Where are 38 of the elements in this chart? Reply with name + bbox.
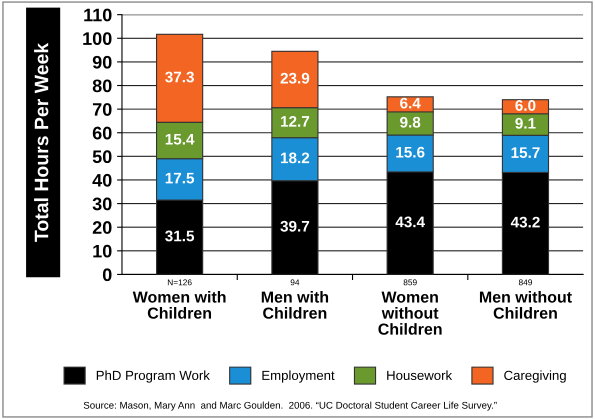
x-tick-label: 94 Men with Children [262,279,328,319]
x-tick-label: 859 Women without Children [378,279,442,335]
y-axis-title: Total Hours Per Week [34,42,48,242]
legend-label: Housework [387,370,452,380]
y-tick-label: 80 [92,79,112,92]
data-label: 17.5 [166,172,194,184]
x-tick-label: 849 Men without Children [480,279,572,319]
y-tick-label: 100 [83,32,112,45]
data-label: 23.9 [280,72,310,84]
data-label: 39.7 [280,220,310,232]
legend-label: Caregiving [504,370,566,383]
data-label: 12.7 [280,116,310,127]
y-tick-label: 50 [92,150,112,164]
y-tick-label: 70 [92,103,112,116]
x-tick-label: N=126 Women with Children [132,279,226,319]
y-tick-label: 10 [93,244,112,258]
data-label: 43.2 [510,216,540,228]
y-tick-label: 30 [92,198,112,210]
y-tick-label: 0 [102,268,112,282]
data-label: 31.5 [165,230,194,242]
legend-label: Employment [262,370,335,383]
data-label: 9.8 [400,116,420,128]
data-label: 6.0 [515,100,536,111]
y-tick-label: 20 [92,221,112,234]
data-label: 37.3 [165,72,194,82]
data-label: 15.4 [166,134,194,145]
data-label: 43.4 [396,216,425,228]
legend-label: PhD Program Work [96,370,210,383]
y-tick-label: 40 [92,174,112,187]
data-label: 15.6 [396,146,424,158]
y-tick-label: 110 [84,8,112,22]
y-tick-label: 60 [92,126,112,140]
y-tick-label: 90 [92,56,112,69]
data-label: 9.1 [515,118,536,129]
data-label: 6.4 [400,98,421,109]
data-label: 15.7 [512,147,540,158]
source-note: Source: Mason, Mary Ann and Marc Goulden. 2006. “UC Doctoral Student Career Life Survey.” [84,402,497,411]
data-label: 18.2 [280,152,310,164]
